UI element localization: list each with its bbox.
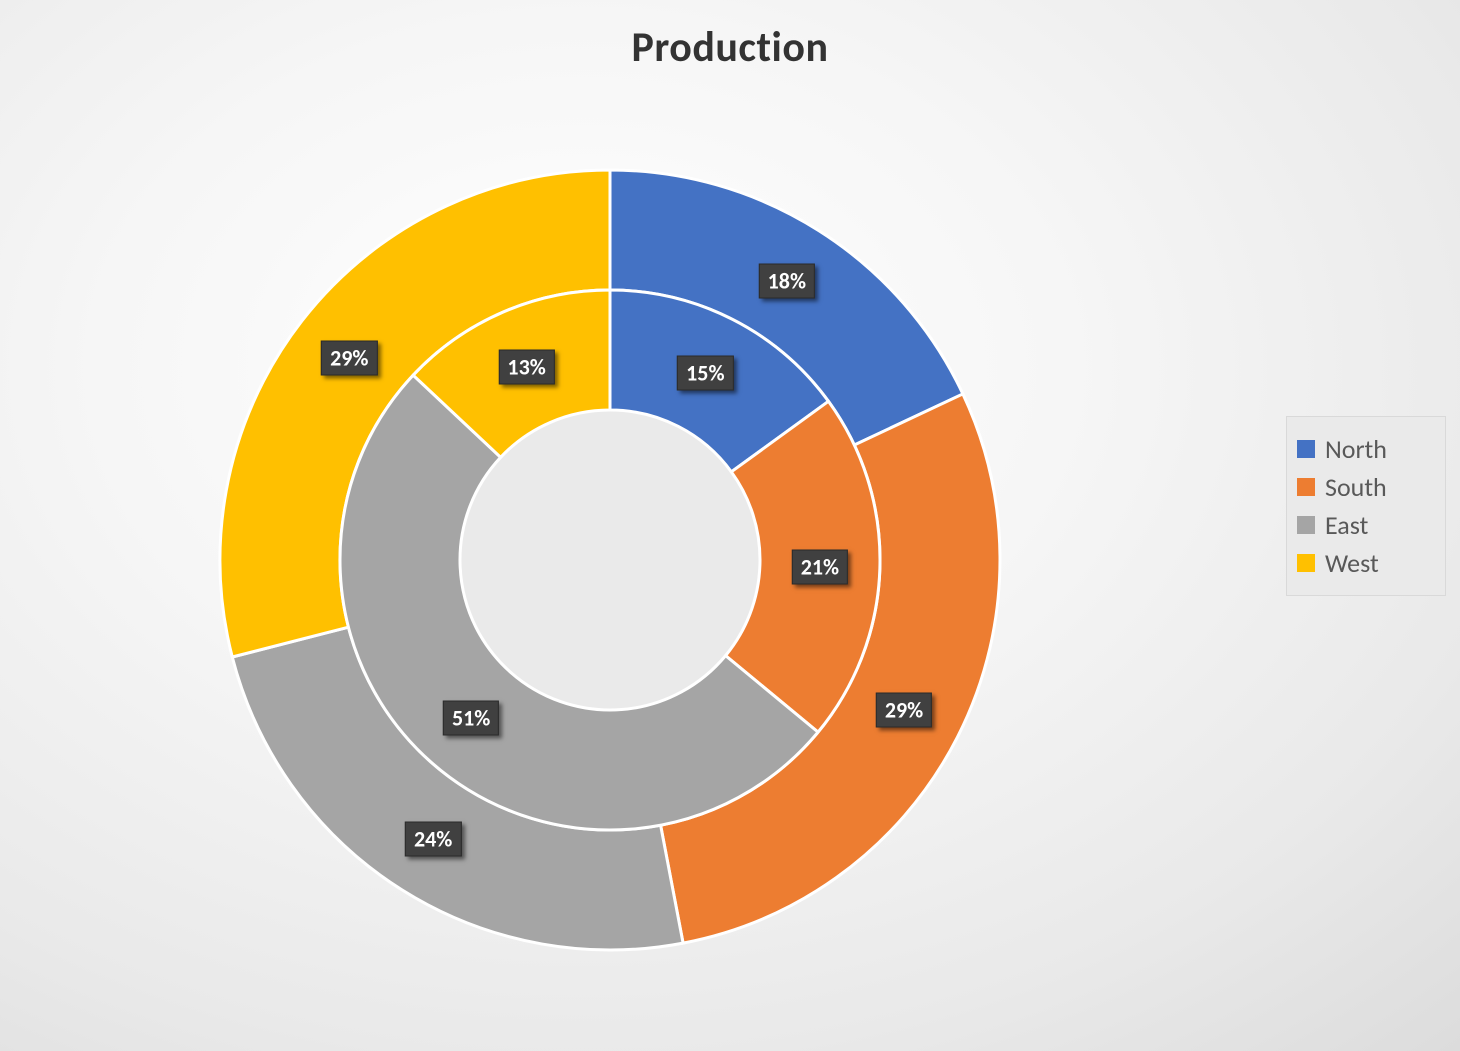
legend-item-north: North xyxy=(1297,433,1431,465)
legend-label-north: North xyxy=(1325,433,1387,465)
legend-swatch-west xyxy=(1297,554,1315,572)
doughnut-chart xyxy=(0,0,1460,1051)
data-label-outer-north: 18% xyxy=(759,264,815,299)
chart-container: Production 18% 29% 24% 29% 15% 21% 51% 13% Nort… xyxy=(0,0,1460,1051)
legend-item-south: South xyxy=(1297,471,1431,503)
legend: North South East West xyxy=(1286,416,1446,596)
legend-label-south: South xyxy=(1325,471,1387,503)
chart-title: Production xyxy=(0,22,1460,73)
legend-swatch-south xyxy=(1297,478,1315,496)
legend-swatch-east xyxy=(1297,516,1315,534)
data-label-outer-south: 29% xyxy=(876,692,932,727)
legend-swatch-north xyxy=(1297,440,1315,458)
legend-label-east: East xyxy=(1325,509,1368,541)
data-label-inner-east: 51% xyxy=(443,700,499,735)
data-label-inner-west: 13% xyxy=(498,350,554,385)
legend-item-west: West xyxy=(1297,547,1431,579)
legend-item-east: East xyxy=(1297,509,1431,541)
data-label-outer-east: 24% xyxy=(405,821,461,856)
data-label-outer-west: 29% xyxy=(321,340,377,375)
data-label-inner-south: 21% xyxy=(792,549,848,584)
data-label-inner-north: 15% xyxy=(677,355,733,390)
legend-label-west: West xyxy=(1325,547,1379,579)
